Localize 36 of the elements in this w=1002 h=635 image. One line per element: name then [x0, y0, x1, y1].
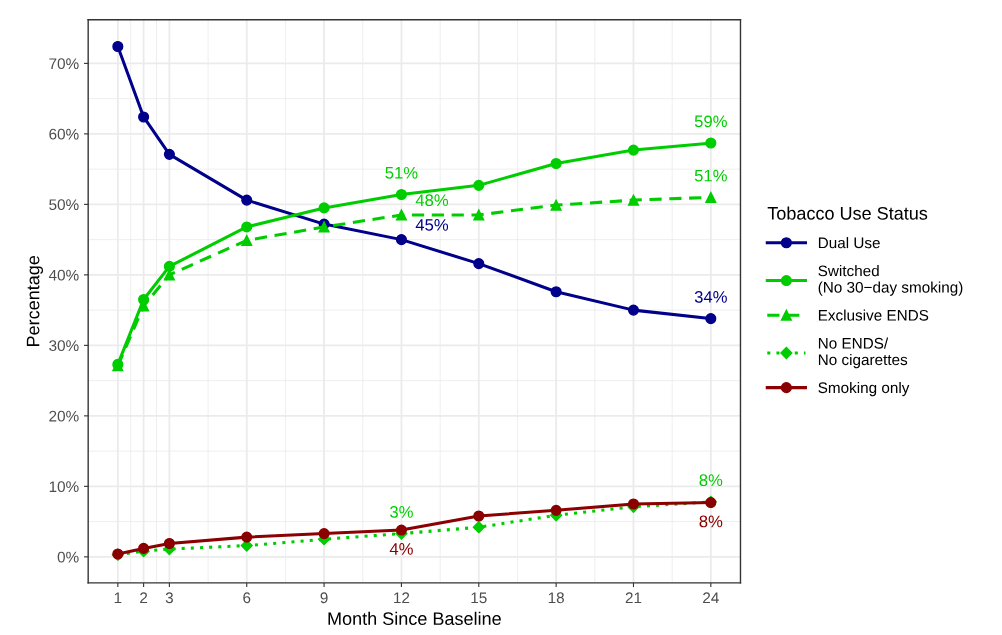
- x-tick-label: 24: [703, 592, 719, 604]
- x-tick-label: 9: [320, 592, 328, 604]
- x-tick-label: 6: [243, 592, 251, 604]
- legend-label: Exclusive ENDS: [818, 309, 929, 321]
- y-tick-label: 50%: [49, 199, 79, 211]
- legend-label: No ENDS/ No cigarettes: [818, 337, 908, 369]
- x-tick-label: 3: [165, 592, 173, 604]
- data-label: 48%: [415, 194, 449, 207]
- x-axis-title: Month Since Baseline: [328, 611, 501, 626]
- data-label: 59%: [694, 115, 727, 128]
- y-tick-label: 40%: [48, 269, 79, 281]
- y-axis-title: Percentage: [26, 255, 44, 346]
- legend-title: Tobacco Use Status: [767, 206, 928, 220]
- data-label: 51%: [385, 166, 418, 179]
- y-tick-label: 0%: [57, 551, 79, 563]
- x-tick-label: 21: [625, 592, 642, 604]
- legend-label: Dual Use: [818, 237, 880, 249]
- data-label: 34%: [694, 290, 727, 303]
- data-label: 8%: [699, 515, 723, 528]
- data-label: 4%: [389, 543, 413, 555]
- y-tick-label: 60%: [49, 128, 79, 140]
- x-tick-label: 18: [548, 592, 564, 604]
- x-tick-label: 12: [394, 592, 410, 604]
- data-label: 3%: [390, 505, 413, 518]
- legend-label: Smoking only: [818, 381, 910, 397]
- x-tick-label: 2: [140, 592, 148, 604]
- y-tick-label: 70%: [49, 58, 79, 70]
- y-tick-label: 20%: [49, 410, 79, 422]
- data-label: 45%: [415, 219, 449, 231]
- data-label: 51%: [694, 169, 727, 182]
- x-tick-label: 1: [114, 592, 122, 604]
- legend-label: Switched (No 30−day smoking): [818, 265, 963, 296]
- y-tick-label: 30%: [49, 340, 79, 352]
- y-tick-label: 10%: [49, 481, 79, 493]
- data-label: 8%: [699, 474, 723, 487]
- x-tick-label: 15: [471, 592, 487, 604]
